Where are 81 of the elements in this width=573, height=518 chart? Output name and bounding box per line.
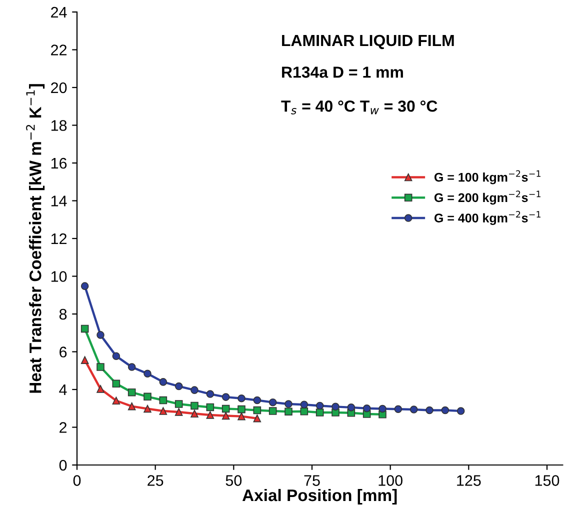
point <box>456 407 465 415</box>
point <box>128 402 136 410</box>
point <box>159 407 168 415</box>
point <box>144 392 152 401</box>
point <box>441 406 450 414</box>
point <box>300 400 308 408</box>
point <box>238 405 246 414</box>
point <box>144 370 152 378</box>
point <box>253 396 262 404</box>
point <box>362 404 371 412</box>
point <box>222 404 230 413</box>
point <box>284 400 292 408</box>
y-axis-title: Heat Transfer Coefficient [kW m$^{−2}$ K$^{−1}$] <box>26 84 45 393</box>
point <box>112 380 120 388</box>
point <box>253 414 262 422</box>
point <box>222 412 230 420</box>
point <box>80 356 89 364</box>
point <box>410 406 418 414</box>
x-tick-label: 125 <box>457 475 481 486</box>
point <box>332 402 340 411</box>
point <box>222 393 230 401</box>
y-tick-label: 22 <box>51 44 67 56</box>
annotation: T$_{s}$ = 40 °C T$_{w}$ = 30 °C <box>281 100 438 114</box>
point <box>206 403 214 412</box>
point <box>128 363 136 371</box>
legend-label: G = 400 kgm$^{−2}$s$^{−1}$ <box>434 211 540 225</box>
point <box>268 407 277 415</box>
point <box>159 396 168 404</box>
annotation: LAMINAR LIQUID FILM <box>282 34 454 50</box>
x-tick-label: 0 <box>73 475 81 486</box>
point <box>174 382 183 390</box>
x-tick-label: 50 <box>226 475 242 486</box>
x-tick-label: 100 <box>378 475 402 486</box>
y-tick-label: 8 <box>59 308 67 320</box>
point <box>284 408 292 416</box>
x-tick-label: 25 <box>148 475 164 486</box>
point <box>96 331 104 339</box>
y-tick-label: 16 <box>51 158 67 169</box>
point <box>206 411 214 419</box>
y-tick-label: 12 <box>51 233 67 244</box>
point <box>394 405 402 414</box>
point <box>238 394 246 402</box>
y-tick-label: 4 <box>59 384 67 396</box>
point <box>96 385 104 393</box>
point <box>144 404 152 413</box>
point <box>238 412 246 420</box>
point <box>174 408 183 416</box>
point <box>80 282 89 290</box>
point <box>378 404 386 413</box>
y-tick-label: 6 <box>60 346 67 358</box>
point <box>300 408 308 416</box>
point <box>159 378 168 386</box>
point <box>190 402 198 410</box>
point <box>347 404 356 412</box>
y-tick-label: 20 <box>51 82 67 94</box>
point <box>268 398 277 406</box>
x-axis-title: Axial Position [mm] <box>242 488 397 504</box>
point <box>112 352 120 360</box>
y-tick-label: 0 <box>59 460 67 471</box>
point <box>190 386 198 394</box>
x-tick-label: 150 <box>535 475 560 486</box>
point <box>316 402 324 410</box>
point <box>316 408 324 416</box>
point <box>128 388 136 396</box>
y-tick-label: 10 <box>51 271 67 282</box>
y-tick-label: 24 <box>51 6 67 18</box>
point <box>253 406 262 414</box>
x-tick-label: 75 <box>304 475 320 486</box>
point <box>174 400 183 408</box>
legend-label: G = 200 kgm$^{−2}$s$^{−1}$ <box>434 190 540 205</box>
annotation: R134a D = 1 mm <box>282 66 403 78</box>
y-tick-label: 18 <box>51 120 67 131</box>
point <box>96 363 104 371</box>
y-tick-label: 14 <box>51 196 67 206</box>
point <box>190 410 198 418</box>
point <box>206 390 214 398</box>
point <box>426 406 434 414</box>
legend-label: G = 100 kgm$^{−2}$s$^{−1}$ <box>434 170 540 184</box>
point <box>112 396 120 405</box>
point <box>80 324 89 333</box>
y-tick-label: 2 <box>60 422 67 433</box>
